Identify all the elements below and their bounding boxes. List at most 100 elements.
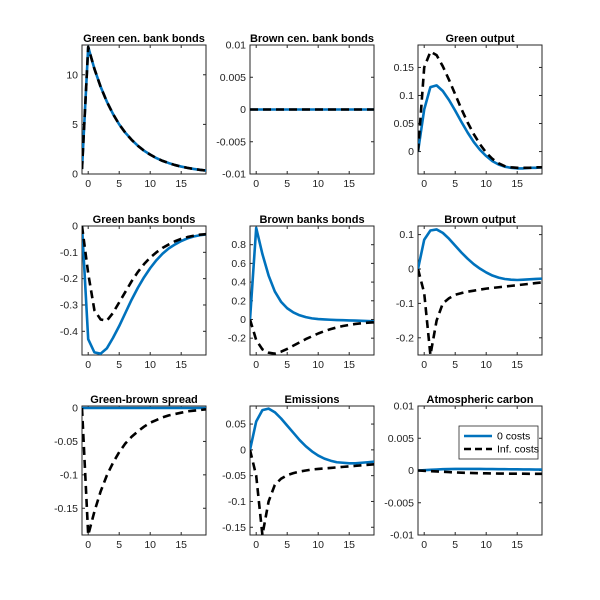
x-tick-label: 5: [284, 359, 290, 371]
x-tick-label: 5: [116, 359, 122, 371]
x-tick-label: 0: [85, 359, 91, 371]
subplot-title: Green output: [445, 33, 514, 45]
y-tick-label: 0: [240, 104, 246, 116]
subplot-4: Green banks bonds 0 5 10 15 -0.4 -0.3 -0.2 -0.1 0: [60, 214, 207, 371]
axes-box: [81, 225, 207, 356]
x-tick-label: 0: [85, 178, 91, 190]
x-tick-label: 15: [511, 178, 523, 190]
x-tick-label: 10: [480, 359, 492, 371]
x-tick-label: 15: [343, 178, 355, 190]
subplot-3: Green output 0 5 10 15 0 0.05 0.1 0.15: [394, 33, 543, 190]
subplot-title: Atmospheric carbon: [427, 394, 534, 406]
series-line-inf-costs: [82, 226, 206, 323]
y-tick-label: -0.1: [228, 496, 246, 508]
y-tick-label: -0.2: [228, 333, 246, 345]
y-tick-label: 0: [72, 221, 78, 233]
x-tick-label: 5: [452, 178, 458, 190]
series-line-0-costs: [250, 226, 374, 323]
y-tick-label: -0.1: [396, 298, 414, 310]
y-tick-label: 0: [240, 314, 246, 326]
y-tick-label: 0: [408, 146, 414, 158]
y-tick-label: 0.15: [394, 62, 415, 74]
y-tick-label: 0.01: [226, 40, 247, 52]
series-line-inf-costs: [250, 319, 374, 355]
y-tick-label: 0.005: [220, 72, 246, 84]
x-tick-label: 10: [312, 178, 324, 190]
series-line-inf-costs: [82, 45, 206, 172]
y-tick-label: -0.4: [60, 326, 78, 338]
x-tick-label: 15: [343, 539, 355, 551]
subplot-title: Green cen. bank bonds: [83, 33, 205, 45]
y-tick-label: 0.05: [226, 419, 247, 431]
series-line-0-costs: [250, 407, 374, 465]
series-line-0-costs: [418, 228, 542, 282]
y-tick-label: -0.2: [60, 273, 78, 285]
subplot-title: Brown cen. bank bonds: [250, 33, 374, 45]
y-tick-label: -0.005: [384, 497, 414, 509]
y-tick-label: 0: [408, 264, 414, 276]
x-tick-label: 5: [116, 178, 122, 190]
y-tick-label: -0.01: [222, 169, 246, 181]
y-tick-label: 0.2: [231, 295, 246, 307]
y-tick-label: 0.6: [231, 258, 246, 270]
series-line-0-costs: [418, 84, 542, 170]
x-tick-label: 15: [175, 539, 187, 551]
subplot-8: Emissions 0 5 10 15 -0.15 -0.1 -0.05 0 0.05: [222, 394, 375, 551]
x-tick-label: 0: [253, 178, 259, 190]
axes-box: [249, 225, 375, 356]
y-tick-label: 0: [240, 444, 246, 456]
series-line-inf-costs: [418, 268, 542, 355]
subplot-title: Green-brown spread: [90, 394, 198, 406]
y-tick-label: 0.4: [231, 277, 246, 289]
subplot-title: Green banks bonds: [93, 214, 196, 226]
legend-box: [458, 425, 539, 460]
x-tick-label: 15: [175, 359, 187, 371]
axes-box: [417, 44, 543, 175]
x-tick-label: 10: [144, 178, 156, 190]
subplot-title: Brown banks bonds: [259, 214, 364, 226]
y-tick-label: 0: [72, 403, 78, 415]
subplot-title: Brown output: [444, 214, 516, 226]
y-tick-label: -0.1: [60, 469, 78, 481]
x-tick-label: 15: [511, 539, 523, 551]
legend-label: 0 costs: [497, 431, 530, 443]
x-tick-label: 15: [175, 178, 187, 190]
y-tick-label: 0.01: [394, 401, 415, 413]
subplot-6: Brown output 0 5 10 15 -0.2 -0.1 0 0.1: [396, 214, 543, 371]
y-tick-label: 0.05: [394, 118, 415, 130]
x-tick-label: 0: [253, 359, 259, 371]
subplot-9: Atmospheric carbon 0 5 10 15 -0.01 -0.005 0 0.00…: [384, 394, 543, 551]
x-tick-label: 0: [421, 359, 427, 371]
series-line-0-costs: [82, 226, 206, 355]
y-tick-label: -0.3: [60, 299, 78, 311]
x-tick-label: 10: [480, 178, 492, 190]
y-tick-label: 0.1: [399, 229, 414, 241]
y-tick-label: 0.1: [399, 90, 414, 102]
y-tick-label: 0.8: [231, 239, 246, 251]
axes-box: [417, 225, 543, 356]
x-tick-label: 15: [511, 359, 523, 371]
x-tick-label: 10: [480, 539, 492, 551]
y-tick-label: 0.005: [388, 433, 414, 445]
series-line-inf-costs: [418, 469, 542, 476]
y-tick-label: 10: [66, 69, 78, 81]
x-tick-label: 10: [312, 539, 324, 551]
x-tick-label: 0: [253, 539, 259, 551]
x-tick-label: 5: [452, 539, 458, 551]
y-tick-label: 0: [72, 169, 78, 181]
y-tick-label: -0.005: [216, 136, 246, 148]
x-tick-label: 10: [144, 359, 156, 371]
x-tick-label: 0: [421, 539, 427, 551]
y-tick-label: -0.05: [222, 470, 246, 482]
subplot-1: Green cen. bank bonds 0 5 10 15 0 5 10: [66, 33, 207, 190]
axes-box: [81, 44, 207, 175]
axes-box: [249, 405, 375, 536]
y-tick-label: -0.05: [54, 436, 78, 448]
x-tick-label: 5: [452, 359, 458, 371]
x-tick-label: 5: [116, 539, 122, 551]
x-tick-label: 15: [343, 359, 355, 371]
y-tick-label: -0.2: [396, 332, 414, 344]
x-tick-label: 5: [284, 539, 290, 551]
y-tick-label: -0.15: [222, 522, 246, 534]
